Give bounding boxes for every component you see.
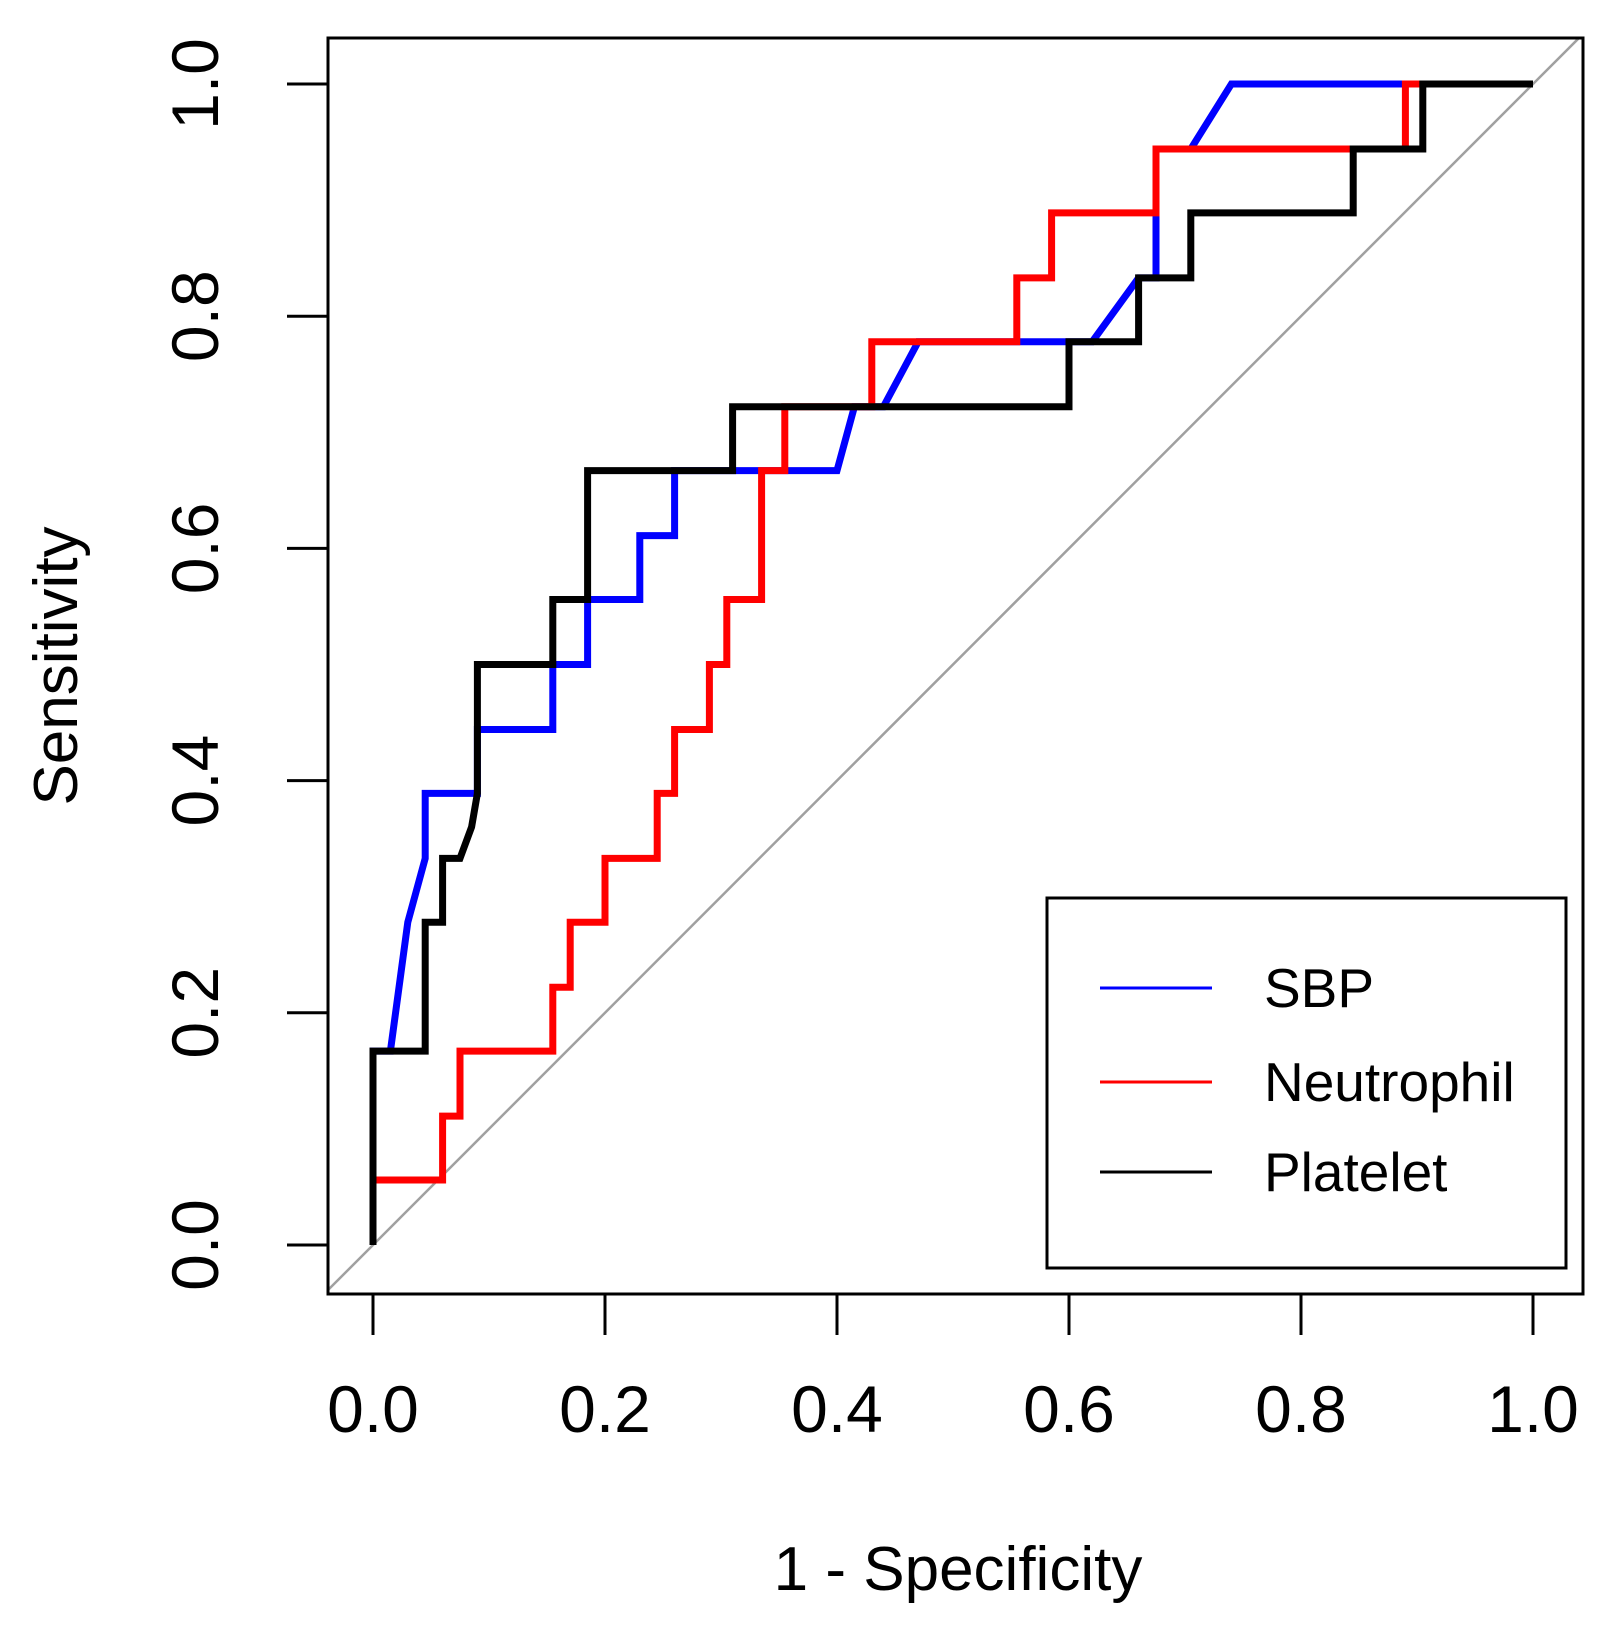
plot-area: [328, 38, 1581, 1292]
x-tick-label: 0.0: [327, 1372, 419, 1446]
reference-diagonal-line: [328, 38, 1581, 1292]
y-tick-label: 0.8: [158, 270, 232, 362]
x-tick-label: 1.0: [1487, 1372, 1579, 1446]
legend-item-neutrophil: Neutrophil: [1100, 1051, 1515, 1113]
x-tick-label: 0.4: [791, 1372, 883, 1446]
x-tick-label: 0.2: [559, 1372, 651, 1446]
x-tick-label: 0.8: [1255, 1372, 1347, 1446]
legend: SBP Neutrophil Platelet: [1045, 896, 1568, 1270]
y-axis-title: Sensitivity: [22, 526, 91, 805]
legend-label: Neutrophil: [1264, 1051, 1515, 1113]
legend-item-sbp: SBP: [1100, 957, 1374, 1019]
y-tick-label: 0.4: [158, 735, 232, 827]
y-axis: 0.0 0.2 0.4 0.6 0.8 1.0: [158, 38, 330, 1291]
legend-label: Platelet: [1264, 1141, 1447, 1203]
x-tick-label: 0.6: [1023, 1372, 1115, 1446]
x-axis: 0.0 0.2 0.4 0.6 0.8 1.0: [327, 1292, 1579, 1446]
legend-label: SBP: [1264, 957, 1374, 1019]
y-tick-label: 0.0: [158, 1199, 232, 1291]
series-line-neutrophil: [369, 80, 1533, 1245]
series-line-platelet: [369, 80, 1533, 1245]
y-tick-label: 0.6: [158, 503, 232, 595]
legend-item-platelet: Platelet: [1100, 1141, 1447, 1203]
y-tick-label: 0.2: [158, 967, 232, 1059]
x-axis-title: 1 - Specificity: [774, 1535, 1143, 1604]
y-tick-label: 1.0: [158, 38, 232, 130]
